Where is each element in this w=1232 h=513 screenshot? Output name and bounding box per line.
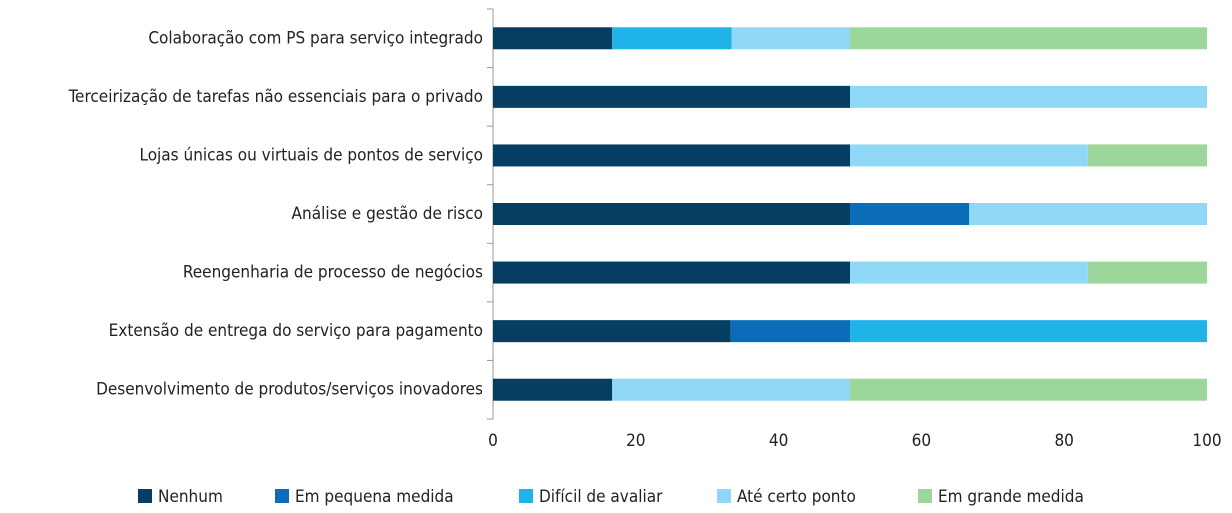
bar-segment	[850, 378, 1207, 401]
bar-segment	[493, 261, 850, 284]
bar-segment	[1087, 144, 1207, 167]
legend-swatch	[519, 489, 533, 503]
y-tick-label: Lojas únicas ou virtuais de pontos de se…	[139, 145, 483, 165]
bar-segment	[612, 27, 732, 50]
x-tick-label: 40	[769, 431, 788, 451]
legend-swatch	[918, 489, 932, 503]
bar-segment	[969, 203, 1207, 225]
bar-segment	[493, 85, 850, 108]
bar-segment	[850, 144, 1088, 167]
legend-swatch	[275, 489, 289, 503]
bar-segment	[493, 378, 613, 401]
legend-swatch	[138, 489, 152, 503]
bar-segment	[493, 27, 613, 50]
y-tick-label: Extensão de entrega do serviço para paga…	[109, 321, 483, 341]
y-tick-label: Análise e gestão de risco	[292, 204, 483, 224]
legend-label: Difícil de avaliar	[539, 487, 663, 507]
bar-segment	[850, 203, 970, 225]
bar-segment	[493, 144, 850, 167]
bar-segment	[1087, 261, 1207, 284]
bar-segment	[731, 27, 850, 50]
bar-segment	[850, 261, 1088, 284]
x-tick-label: 0	[488, 431, 498, 451]
legend-swatch	[717, 489, 731, 503]
bar-segment	[850, 320, 1207, 343]
x-tick-label: 100	[1192, 431, 1221, 451]
y-tick-label: Colaboração com PS para serviço integrad…	[148, 28, 483, 48]
legend-label: Nenhum	[158, 487, 223, 507]
bar-segment	[493, 320, 731, 343]
y-tick-label: Desenvolvimento de produtos/serviços ino…	[96, 380, 483, 400]
x-tick-label: 80	[1054, 431, 1073, 451]
x-tick-label: 20	[626, 431, 645, 451]
bar-segment	[850, 85, 1207, 108]
bar-segment	[493, 203, 850, 225]
x-tick-label: 60	[912, 431, 931, 451]
legend-label: Em pequena medida	[295, 487, 454, 507]
bar-segment	[612, 378, 850, 401]
y-tick-label: Terceirização de tarefas não essenciais …	[68, 87, 483, 107]
legend-label: Até certo ponto	[737, 487, 856, 507]
y-tick-label: Reengenharia de processo de negócios	[183, 263, 483, 283]
bar-segment	[850, 27, 1207, 50]
bar-segment	[730, 320, 850, 343]
legend-label: Em grande medida	[938, 487, 1084, 507]
